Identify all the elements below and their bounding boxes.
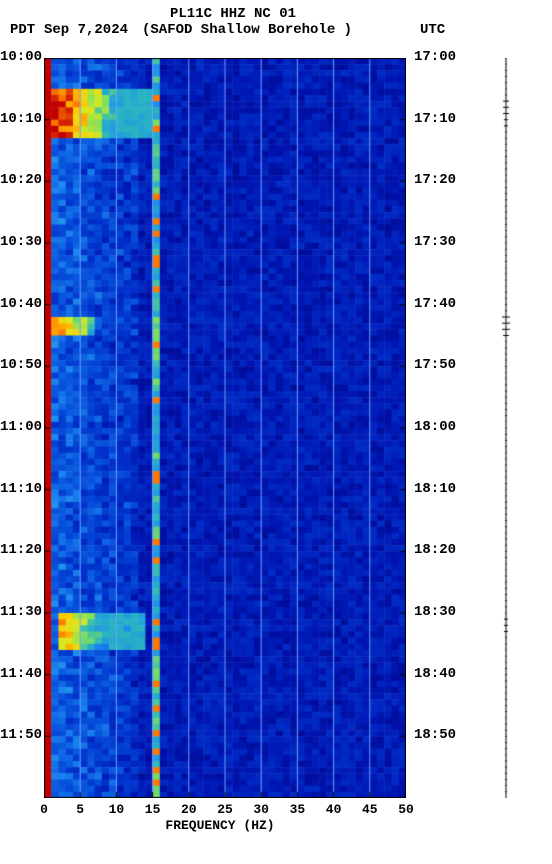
y-tick-right: 17:30 bbox=[414, 234, 456, 250]
y-tick-left: 10:40 bbox=[0, 296, 40, 312]
spectrogram-figure: { "header":{ "title":"PL11C HHZ NC 01", … bbox=[0, 0, 552, 864]
x-tick: 5 bbox=[76, 802, 84, 817]
y-tick-left: 11:40 bbox=[0, 666, 40, 682]
y-tick-left: 11:10 bbox=[0, 481, 40, 497]
x-tick: 20 bbox=[181, 802, 197, 817]
y-tick-left: 10:10 bbox=[0, 111, 40, 127]
y-tick-right: 18:00 bbox=[414, 419, 456, 435]
y-tick-right: 17:50 bbox=[414, 357, 456, 373]
x-tick: 10 bbox=[109, 802, 125, 817]
y-tick-right: 18:40 bbox=[414, 666, 456, 682]
y-tick-left: 11:20 bbox=[0, 542, 40, 558]
y-tick-right: 17:10 bbox=[414, 111, 456, 127]
y-tick-left: 11:30 bbox=[0, 604, 40, 620]
x-tick: 45 bbox=[362, 802, 378, 817]
site-label: (SAFOD Shallow Borehole ) bbox=[142, 22, 352, 38]
y-tick-left: 10:00 bbox=[0, 49, 40, 65]
waveform-trace bbox=[500, 58, 514, 798]
y-tick-right: 18:10 bbox=[414, 481, 456, 497]
y-tick-right: 17:40 bbox=[414, 296, 456, 312]
tz-left-label: PDT bbox=[10, 22, 35, 38]
y-tick-right: 18:20 bbox=[414, 542, 456, 558]
y-tick-left: 10:30 bbox=[0, 234, 40, 250]
y-tick-right: 18:50 bbox=[414, 727, 456, 743]
y-tick-right: 17:20 bbox=[414, 172, 456, 188]
date-label: Sep 7,2024 bbox=[44, 22, 128, 38]
station-title: PL11C HHZ NC 01 bbox=[170, 6, 296, 22]
y-tick-left: 10:50 bbox=[0, 357, 40, 373]
x-tick: 25 bbox=[217, 802, 233, 817]
x-tick: 0 bbox=[40, 802, 48, 817]
y-tick-left: 11:00 bbox=[0, 419, 40, 435]
x-tick: 40 bbox=[326, 802, 342, 817]
x-tick: 30 bbox=[253, 802, 269, 817]
y-tick-right: 17:00 bbox=[414, 49, 456, 65]
x-tick: 15 bbox=[145, 802, 161, 817]
y-tick-left: 10:20 bbox=[0, 172, 40, 188]
tz-right-label: UTC bbox=[420, 22, 445, 38]
spectrogram-canvas bbox=[44, 58, 406, 798]
x-axis-title: FREQUENCY (HZ) bbox=[120, 818, 320, 833]
y-tick-right: 18:30 bbox=[414, 604, 456, 620]
x-tick: 35 bbox=[290, 802, 306, 817]
y-tick-left: 11:50 bbox=[0, 727, 40, 743]
x-tick: 50 bbox=[398, 802, 414, 817]
